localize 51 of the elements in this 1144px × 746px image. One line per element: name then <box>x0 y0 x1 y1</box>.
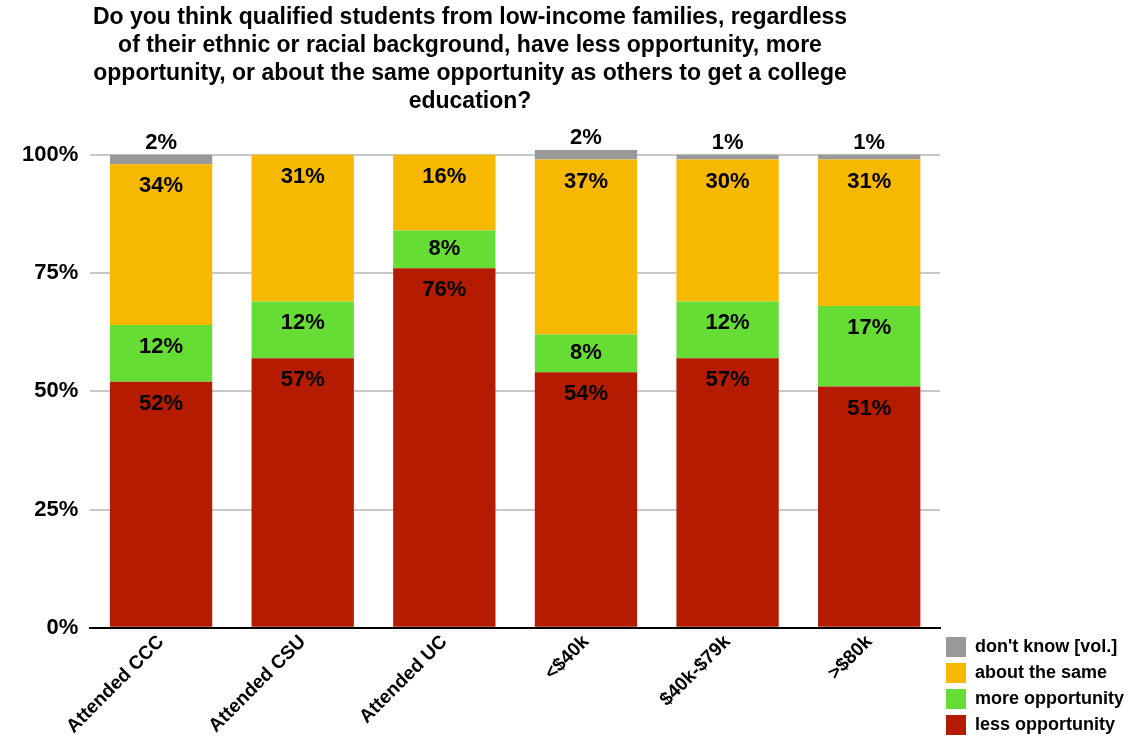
bar <box>251 358 354 627</box>
data-label: 76% <box>422 276 467 302</box>
data-label: 17% <box>847 314 892 340</box>
y-tick-label: 50% <box>34 377 79 403</box>
bar <box>534 159 638 335</box>
y-tick-label: 0% <box>46 613 79 639</box>
data-label: 31% <box>847 167 892 193</box>
bar <box>109 381 213 627</box>
bar <box>393 154 496 231</box>
data-label: 1% <box>853 128 886 154</box>
y-tick-label: 100% <box>21 140 79 166</box>
data-label: 51% <box>847 394 892 420</box>
legend-label: more opportunity <box>975 687 1125 708</box>
bar <box>818 306 921 387</box>
bar <box>534 372 638 627</box>
data-label: 2% <box>570 124 602 150</box>
bar <box>251 301 354 359</box>
bar <box>818 386 921 627</box>
data-label: 57% <box>705 366 750 392</box>
y-tick-label: 75% <box>34 259 79 285</box>
bar <box>393 268 496 627</box>
bar <box>109 164 213 326</box>
data-label: 8% <box>570 339 602 365</box>
data-label: 2% <box>145 128 177 154</box>
bar <box>818 159 921 307</box>
data-label: 12% <box>139 333 184 359</box>
data-label: 16% <box>422 162 467 188</box>
data-label: 12% <box>705 309 750 335</box>
legend-label: don't know [vol.] <box>975 635 1118 656</box>
bar <box>676 301 779 359</box>
chart-title: Do you think qualified students from low-income families, regardless of their ethnic or racial background, have less opportunity, more opportunity, or about the same opportunity as others to get a college education? <box>92 2 848 114</box>
data-label: 37% <box>563 167 608 193</box>
data-label: 8% <box>428 235 461 261</box>
bar <box>251 154 354 302</box>
bar <box>676 358 779 627</box>
data-label: 1% <box>711 128 744 154</box>
bar <box>534 150 638 160</box>
data-label: 12% <box>280 309 325 335</box>
data-label: 30% <box>705 167 750 193</box>
bar <box>393 230 496 269</box>
y-tick-label: 25% <box>34 495 79 521</box>
bar <box>109 325 213 382</box>
data-label: 54% <box>563 380 608 406</box>
data-label: 31% <box>280 162 325 188</box>
data-label: 52% <box>139 389 184 415</box>
bar <box>109 154 213 165</box>
legend-label: less opportunity <box>975 713 1116 734</box>
data-label: 57% <box>280 366 325 392</box>
legend-label: about the same <box>975 661 1108 682</box>
data-label: 34% <box>139 172 184 198</box>
bar <box>676 159 779 302</box>
